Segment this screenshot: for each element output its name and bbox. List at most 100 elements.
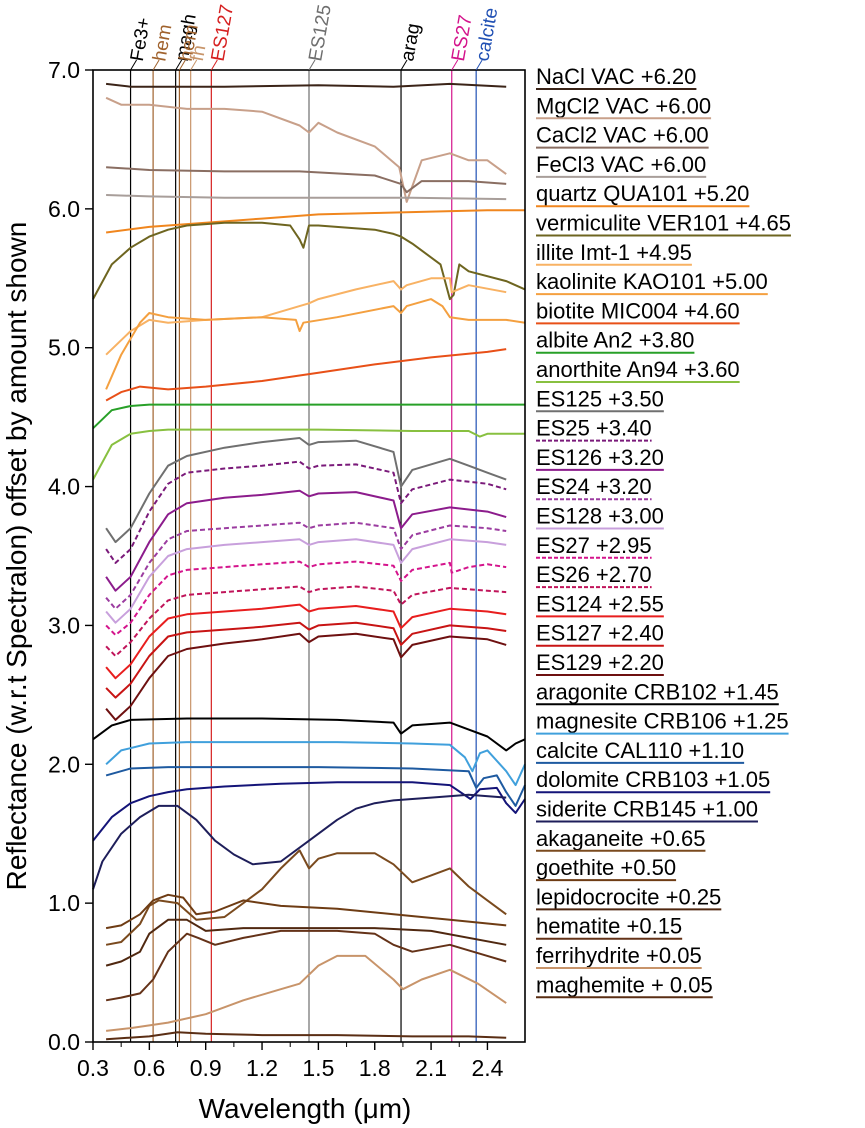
- series-line-6: [105, 277, 507, 356]
- legend-label-6: illite Imt-1 +4.95: [536, 240, 692, 265]
- x-tick-label-0: 0.3: [77, 1055, 109, 1081]
- wavelength-marker-lines: [129, 70, 477, 1042]
- legend: NaCl VAC +6.20 MgCl2 VAC +6.00 CaCl2 VAC +…: [536, 64, 791, 999]
- series-line-9: [92, 403, 525, 430]
- legend-entry-23: calcite CAL110 +1.10: [536, 738, 745, 764]
- legend-label-2: CaCl2 VAC +6.00: [536, 123, 709, 148]
- series-line-28: [105, 918, 507, 967]
- legend-label-29: hematite +0.15: [536, 914, 682, 939]
- x-tick-label-3: 1.2: [246, 1055, 278, 1081]
- legend-label-15: ES128 +3.00: [536, 504, 664, 529]
- legend-label-12: ES25 +3.40: [536, 416, 652, 441]
- series-line-2: [106, 166, 507, 194]
- legend-label-31: maghemite + 0.05: [536, 972, 713, 997]
- series-line-1: [105, 96, 507, 203]
- legend-entry-19: ES127 +2.40: [536, 621, 664, 647]
- legend-label-7: kaolinite KAO101 +5.00: [536, 269, 768, 294]
- legend-label-18: ES124 +2.55: [536, 591, 664, 616]
- series-line-13: [105, 489, 507, 592]
- legend-entry-11: ES125 +3.50: [536, 386, 664, 413]
- series-line-17: [105, 585, 507, 657]
- marker-leader-1: [152, 59, 160, 71]
- legend-label-22: magnesite CRB106 +1.25: [536, 709, 789, 734]
- legend-label-5: vermiculite VER101 +4.65: [536, 211, 791, 236]
- legend-entry-10: anorthite An94 +3.60: [536, 357, 740, 383]
- series-line-7: [105, 298, 526, 390]
- legend-entry-30: ferrihydrite +0.05: [536, 943, 702, 969]
- x-tick-label-2: 0.9: [190, 1055, 222, 1081]
- legend-entry-20: ES129 +2.20: [536, 650, 664, 676]
- series-line-10: [92, 428, 525, 481]
- y-tick-label-2: 2.0: [48, 751, 80, 777]
- legend-label-24: dolomite CRB103 +1.05: [536, 767, 770, 792]
- legend-label-4: quartz QUA101 +5.20: [536, 181, 749, 206]
- series-line-21: [92, 717, 526, 752]
- series-line-18: [105, 603, 507, 680]
- series-line-25: [92, 793, 507, 890]
- marker-label-9: calcite: [472, 6, 502, 63]
- y-tick-label-3: 3.0: [48, 612, 80, 638]
- legend-entry-9: albite An2 +3.80: [536, 328, 695, 354]
- legend-entry-4: quartz QUA101 +5.20: [536, 181, 750, 208]
- legend-entry-5: vermiculite VER101 +4.65: [536, 211, 791, 237]
- legend-entry-31: maghemite + 0.05: [536, 972, 713, 999]
- legend-entry-12: ES25 +3.40: [536, 416, 652, 442]
- legend-entry-3: FeCl3 VAC +6.00: [536, 152, 707, 178]
- legend-entry-2: CaCl2 VAC +6.00: [536, 123, 709, 149]
- axes: 0.3 0.6 0.9 1.2 1.5 1.8 2.1 2.4 0.0 1.0 2.0 3.0 4.0 5…: [48, 57, 504, 1081]
- series-line-20: [105, 632, 507, 721]
- legend-entry-13: ES126 +3.20: [536, 445, 664, 471]
- legend-label-10: anorthite An94 +3.60: [536, 357, 740, 382]
- series-line-8: [105, 348, 507, 402]
- series-line-27: [105, 893, 507, 930]
- legend-entry-26: akaganeite +0.65: [536, 826, 706, 852]
- legend-label-8: biotite MIC004 +4.60: [536, 298, 740, 323]
- legend-label-19: ES127 +2.40: [536, 621, 664, 646]
- x-tick-label-4: 1.5: [302, 1055, 334, 1081]
- legend-entry-29: hematite +0.15: [536, 914, 683, 940]
- series-line-3: [106, 194, 507, 201]
- y-tick-label-7: 7.0: [48, 57, 80, 83]
- y-tick-label-1: 1.0: [48, 890, 80, 916]
- legend-entry-27: goethite +0.50: [536, 855, 677, 882]
- series-line-11: [105, 437, 507, 544]
- series-line-23: [105, 766, 526, 807]
- x-tick-label-7: 2.4: [471, 1055, 503, 1081]
- marker-leader-6: [308, 59, 316, 71]
- y-tick-label-0: 0.0: [48, 1029, 80, 1055]
- marker-leader-3: [178, 59, 186, 71]
- marker-leader-7: [400, 59, 408, 71]
- marker-label-4: fh: [187, 44, 210, 63]
- legend-entry-8: biotite MIC004 +4.60: [536, 298, 740, 325]
- legend-entry-7: kaolinite KAO101 +5.00: [536, 269, 768, 296]
- series-line-26: [105, 849, 507, 946]
- legend-label-21: aragonite CRB102 +1.45: [536, 679, 779, 704]
- x-tick-label-6: 2.1: [415, 1055, 447, 1081]
- marker-leader-9: [475, 59, 483, 71]
- series-line-22: [105, 741, 526, 787]
- y-tick-label-4: 4.0: [48, 474, 80, 500]
- legend-label-25: siderite CRB145 +1.00: [536, 797, 758, 822]
- legend-label-30: ferrihydrite +0.05: [536, 943, 702, 968]
- legend-label-9: albite An2 +3.80: [536, 328, 694, 353]
- series-line-14: [105, 521, 507, 610]
- legend-label-1: MgCl2 VAC +6.00: [536, 93, 711, 118]
- x-axis-title: Wavelength (μm): [199, 1093, 412, 1124]
- y-tick-label-5: 5.0: [48, 335, 80, 361]
- series-lines: [92, 82, 526, 1041]
- legend-label-3: FeCl3 VAC +6.00: [536, 152, 706, 177]
- legend-entry-15: ES128 +3.00: [536, 504, 664, 530]
- marker-leader-8: [451, 59, 459, 71]
- legend-entry-6: illite Imt-1 +4.95: [536, 240, 692, 266]
- legend-entry-18: ES124 +2.55: [536, 591, 664, 618]
- y-tick-label-6: 6.0: [48, 196, 80, 222]
- legend-label-28: lepidocrocite +0.25: [536, 884, 721, 909]
- x-tick-label-1: 0.6: [133, 1055, 165, 1081]
- marker-label-6: ES125: [305, 3, 336, 63]
- series-line-5: [92, 221, 526, 301]
- legend-entry-28: lepidocrocite +0.25: [536, 884, 722, 911]
- legend-label-17: ES26 +2.70: [536, 562, 652, 587]
- marker-leader-4: [190, 59, 198, 71]
